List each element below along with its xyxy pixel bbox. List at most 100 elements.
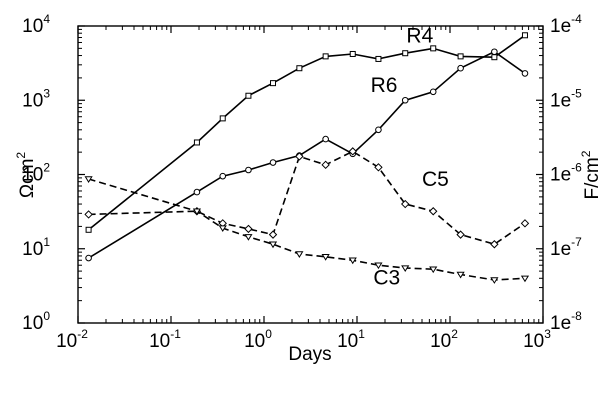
series-r4-point (270, 80, 277, 87)
series-r6 (85, 48, 529, 262)
ticks: 10-2 10-1 100 101 102 1031001011021031041e-81… (22, 12, 582, 352)
series-r6-point (322, 135, 329, 143)
y-left-tick-exp: 0 (43, 309, 50, 323)
x-tick-label: 100 (244, 327, 272, 352)
series-r6-point (219, 172, 227, 180)
series-c3-point (218, 225, 227, 233)
series-label-c5: C5 (422, 168, 449, 191)
series-c5 (84, 147, 530, 249)
y-right-tick-base: 1e (550, 90, 571, 111)
series-r6-point (429, 88, 437, 96)
y-right-label-base: F/cm (582, 157, 603, 199)
y-right-tick-exp: -7 (571, 235, 582, 249)
x-axis-label: Days (288, 344, 331, 365)
series-c3-point (520, 275, 530, 283)
y-right-tick-base: 1e (550, 165, 571, 186)
y-right-tick-base: 1e (550, 239, 571, 260)
x-tick-base: 10 (337, 331, 358, 352)
y-left-tick-base: 10 (22, 165, 43, 186)
series-c5-point (429, 207, 438, 216)
series-c5-line (88, 150, 526, 246)
y-left-label-base: Ωcm (17, 159, 38, 199)
series-r6-point (375, 126, 382, 134)
series-r6-point (401, 96, 409, 104)
series-r4-point (193, 139, 200, 146)
y-left-label-exp: 2 (14, 152, 28, 159)
svg-text:Ωcm2: Ωcm2 (14, 152, 38, 199)
x-tick-exp: 2 (451, 327, 458, 341)
series-r4-point (322, 53, 329, 60)
series-r6-point (193, 188, 201, 196)
y-left-tick-base: 10 (22, 239, 43, 260)
y-left-tick-base: 10 (22, 313, 43, 334)
series-r6-point (457, 64, 464, 72)
y-left-tick-base: 10 (22, 16, 43, 37)
x-tick-exp: 1 (358, 327, 365, 341)
series-c5-point (268, 230, 278, 239)
y-left-tick-label: 100 (22, 309, 50, 334)
series-r4-point (349, 50, 356, 57)
series-c3 (84, 176, 530, 284)
y-left-tick-exp: 3 (43, 86, 50, 100)
series-r6-point (269, 159, 277, 166)
series-c5-point (456, 230, 465, 239)
series-r6-point (245, 166, 252, 174)
series-r4 (85, 32, 528, 233)
series-r4-point (491, 54, 498, 61)
series-c5-point (374, 163, 383, 172)
x-tick-exp: -2 (77, 327, 88, 341)
series-c5-point (244, 224, 253, 234)
series-c3-point (401, 265, 410, 272)
y-left-tick-label: 104 (22, 12, 50, 37)
series-c5-point (490, 240, 499, 249)
series-r4-point (375, 55, 382, 62)
series-c3-point (348, 257, 357, 265)
plot-frame (77, 25, 544, 324)
series-r4-point (402, 50, 409, 57)
y-axis-left-label: Ωcm2 (14, 152, 38, 199)
x-tick-base: 10 (149, 331, 170, 352)
x-tick-base: 10 (56, 331, 77, 352)
series-label-r4: R4 (406, 24, 433, 47)
y-right-tick-base: 1e (550, 16, 571, 37)
series-c3-line (88, 178, 526, 281)
series-c5-point (321, 160, 330, 170)
series-c5-point (520, 219, 530, 228)
y-right-tick-exp: -8 (571, 309, 582, 323)
series-c3-point (374, 262, 383, 270)
series-c3-point (295, 251, 304, 258)
series-c3-point (244, 234, 253, 241)
series-r6-line (88, 50, 526, 259)
y-left-tick-base: 10 (22, 90, 43, 111)
series-c3-point (456, 271, 465, 279)
series-c5-point (84, 210, 93, 219)
series-r4-point (457, 53, 464, 60)
series-r6-point (85, 254, 92, 262)
series-r4-point (245, 92, 252, 99)
y-left-tick-label: 103 (22, 86, 50, 111)
series-c3-point (192, 208, 202, 216)
y-left-tick-exp: 4 (43, 12, 50, 26)
x-tick-label: 10-2 (56, 327, 88, 352)
series-r4-line (88, 34, 526, 231)
series-label-r6: R6 (371, 74, 398, 97)
y-right-tick-base: 1e (550, 313, 571, 334)
svg-text:F/cm2: F/cm2 (579, 150, 603, 199)
x-tick-exp: -1 (170, 327, 181, 341)
series-r4-point (85, 226, 92, 233)
series-c3-point (490, 277, 499, 284)
series-r6-point (491, 48, 498, 56)
labels: R4 R6 C5 C3 (371, 24, 449, 289)
y-axis-right-label: F/cm2 (579, 150, 603, 199)
series-c5-point (295, 152, 304, 161)
series-c3-point (268, 241, 278, 249)
x-tick-exp: 0 (265, 327, 272, 341)
series-r6-point (521, 70, 529, 77)
y-right-tick-label: 1e-6 (550, 161, 582, 186)
series-r4-point (521, 32, 528, 39)
y-right-tick-exp: -6 (571, 161, 582, 175)
series-r4-point (296, 65, 303, 72)
series (84, 32, 530, 284)
x-tick-label: 10-1 (149, 327, 181, 352)
